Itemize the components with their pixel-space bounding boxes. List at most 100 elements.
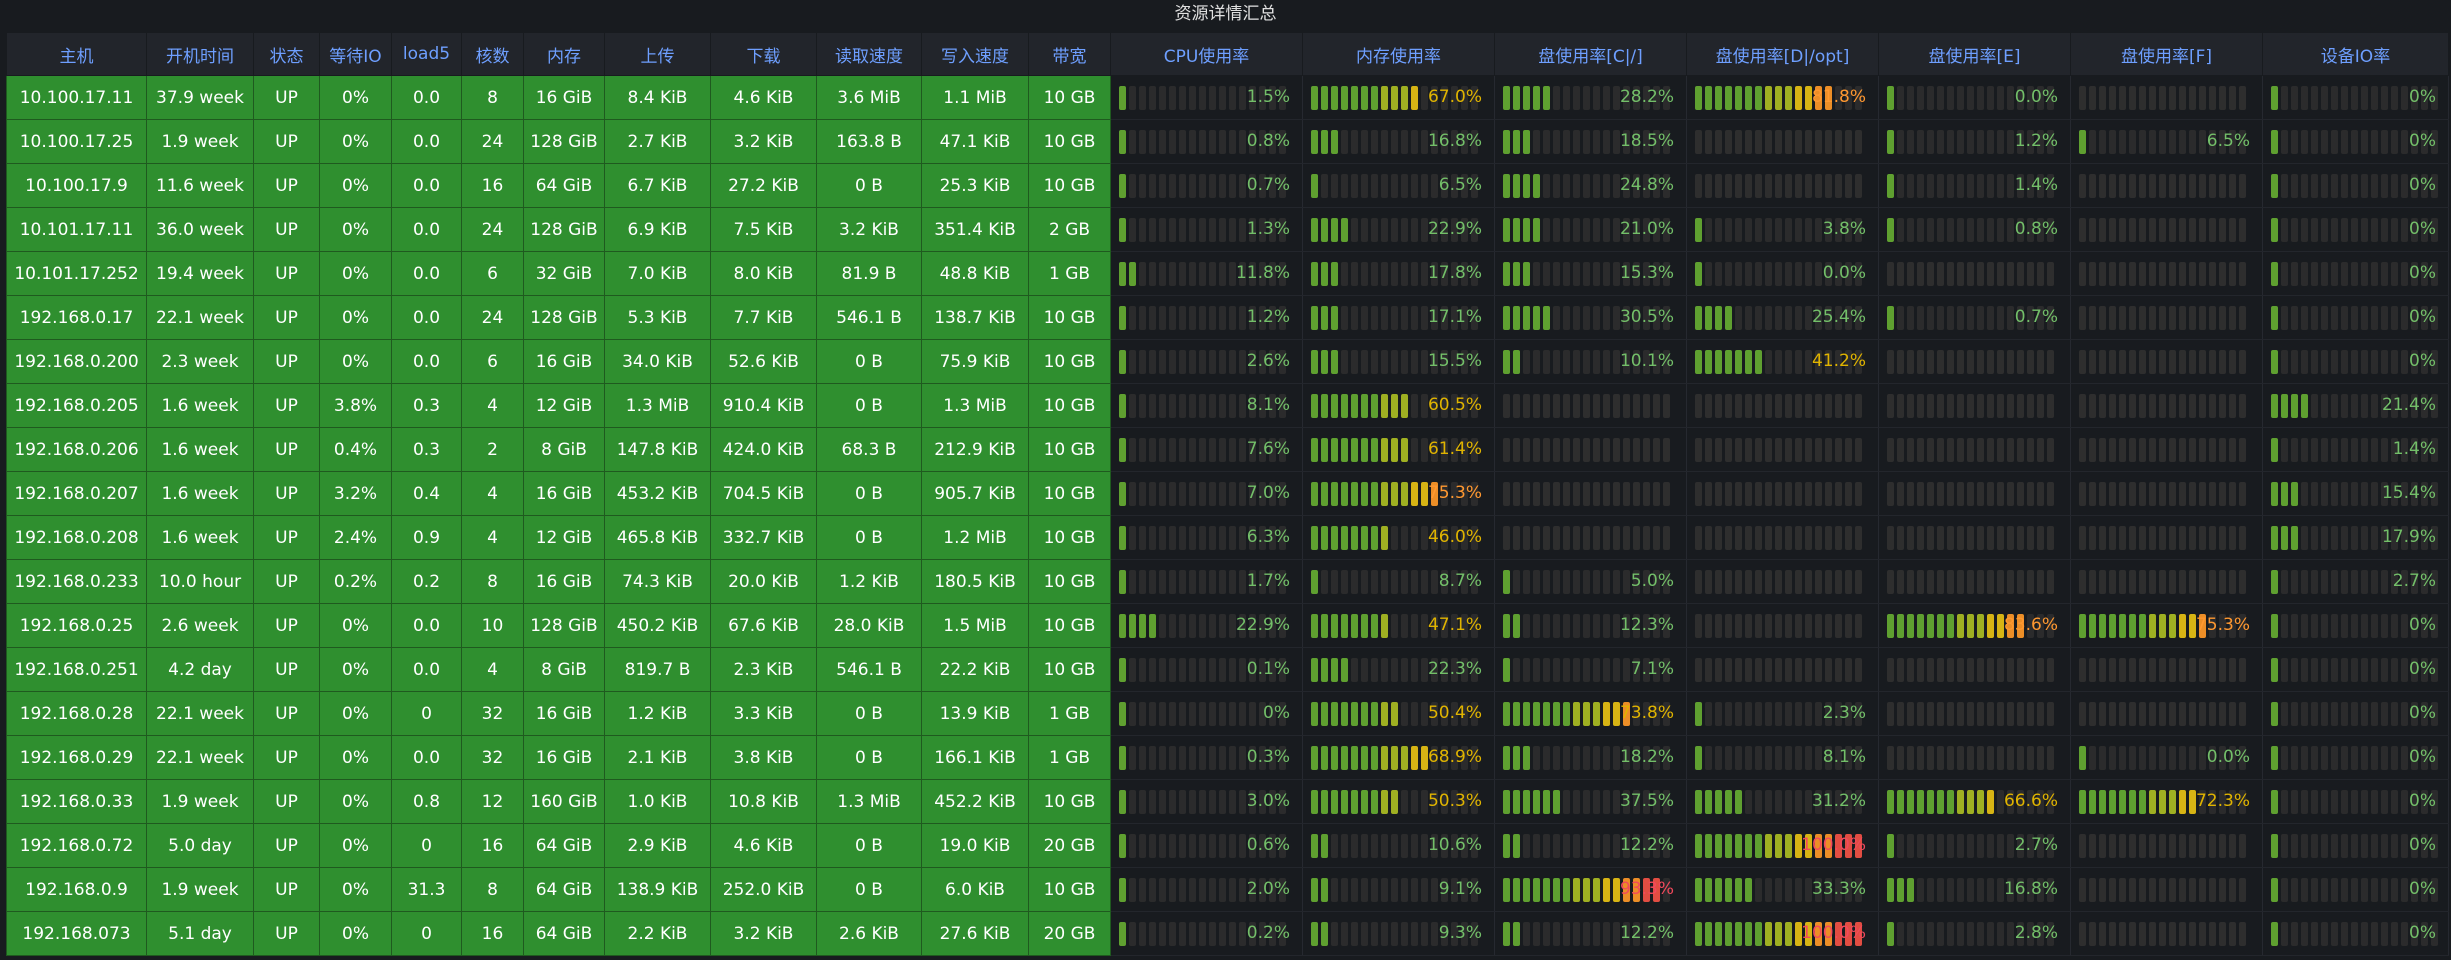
cpu-usage-gauge: 2.6%	[1119, 340, 1302, 383]
gauge-segment	[2179, 481, 2186, 506]
col-header-io-rate[interactable]: 设备IO率	[2262, 32, 2449, 76]
gauge-segment	[1623, 877, 1630, 902]
col-header-uptime[interactable]: 开机时间	[146, 32, 254, 76]
gauge-segment	[2291, 833, 2298, 858]
gauge-segment	[2007, 745, 2014, 770]
disk-e-usage-cell	[1878, 383, 2071, 428]
gauge-segment	[1583, 833, 1590, 858]
gauge-segment	[1967, 657, 1974, 682]
disk-d-usage-gauge: 0.0%	[1695, 252, 1878, 295]
gauge-segment	[1957, 349, 1964, 374]
col-header-write-speed[interactable]: 写入速度	[921, 32, 1029, 76]
col-header-read-speed[interactable]: 读取速度	[816, 32, 922, 76]
status-cell: UP	[253, 559, 320, 604]
col-header-mem-usage[interactable]: 内存使用率	[1302, 32, 1495, 76]
gauge-segment	[2179, 173, 2186, 198]
write-speed-cell: 166.1 KiB	[921, 735, 1029, 780]
col-header-cores[interactable]: 核数	[461, 32, 524, 76]
io-rate-cell: 0%	[2262, 163, 2449, 208]
col-header-upload[interactable]: 上传	[604, 32, 711, 76]
gauge-segment	[2271, 701, 2278, 726]
disk-c-usage-value: 15.3%	[1619, 263, 1674, 283]
gauge-segment	[1461, 613, 1468, 638]
col-header-iowait[interactable]: 等待IO	[319, 32, 392, 76]
uptime-cell: 1.6 week	[146, 471, 254, 516]
disk-d-usage-value: 41.2%	[1811, 351, 1866, 371]
gauge-segment	[2311, 657, 2318, 682]
gauge-segment	[1927, 437, 1934, 462]
gauge-segment	[2079, 129, 2086, 154]
disk-f-usage-gauge	[2079, 76, 2262, 119]
gauge-segment	[1381, 261, 1388, 286]
gauge-segment	[1815, 745, 1822, 770]
gauge-segment	[2109, 569, 2116, 594]
gauge-segment	[1431, 261, 1438, 286]
col-header-disk-c[interactable]: 盘使用率[C|/]	[1494, 32, 1687, 76]
gauge-segment	[2047, 85, 2054, 110]
gauge-segment	[1937, 525, 1944, 550]
gauge-segment	[1663, 217, 1670, 242]
gauge-segment	[1421, 789, 1428, 814]
gauge-segment	[1523, 129, 1530, 154]
disk-c-usage-value: 18.2%	[1619, 747, 1674, 767]
disk-f-usage-value: 75.3%	[2195, 615, 2250, 635]
col-header-load5[interactable]: load5	[391, 32, 462, 76]
gauge-segment	[2149, 85, 2156, 110]
cores-cell: 24	[461, 119, 524, 164]
col-header-status[interactable]: 状态	[253, 32, 320, 76]
gauge-segment	[2341, 877, 2348, 902]
col-header-disk-e[interactable]: 盘使用率[E]	[1878, 32, 2071, 76]
gauge-segment	[1179, 833, 1186, 858]
gauge-segment	[1653, 569, 1660, 594]
col-header-disk-f[interactable]: 盘使用率[F]	[2070, 32, 2263, 76]
gauge-segment	[1401, 393, 1408, 418]
col-header-host[interactable]: 主机	[6, 32, 147, 76]
gauge-segment	[1199, 701, 1206, 726]
cpu-usage-gauge: 1.3%	[1119, 208, 1302, 251]
gauge-segment	[2229, 745, 2236, 770]
gauge-segment	[1887, 261, 1894, 286]
gauge-segment	[1229, 833, 1236, 858]
gauge-segment	[1917, 789, 1924, 814]
gauge-segment	[1643, 217, 1650, 242]
gauge-segment	[1209, 525, 1216, 550]
gauge-segment	[2079, 173, 2086, 198]
col-header-download[interactable]: 下载	[710, 32, 817, 76]
gauge-segment	[1947, 349, 1954, 374]
gauge-segment	[1259, 745, 1266, 770]
col-header-memory[interactable]: 内存	[523, 32, 605, 76]
gauge-segment	[1471, 261, 1478, 286]
gauge-segment	[1361, 745, 1368, 770]
gauge-segment	[1583, 129, 1590, 154]
gauge-segment	[1593, 613, 1600, 638]
write-speed-cell: 13.9 KiB	[921, 691, 1029, 736]
gauge-segment	[1441, 261, 1448, 286]
cores-cell: 8	[461, 867, 524, 912]
gauge-bars	[2079, 569, 2246, 594]
gauge-segment	[2411, 745, 2418, 770]
gauge-segment	[2271, 261, 2278, 286]
gauge-segment	[1967, 525, 1974, 550]
gauge-segment	[1917, 437, 1924, 462]
gauge-segment	[1775, 833, 1782, 858]
load5-cell: 0.0	[391, 119, 462, 164]
download-cell: 20.0 KiB	[710, 559, 817, 604]
col-header-bandwidth[interactable]: 带宽	[1028, 32, 1111, 76]
cpu-usage-cell: 0.7%	[1110, 163, 1303, 208]
gauge-segment	[1825, 921, 1832, 946]
gauge-segment	[1997, 657, 2004, 682]
gauge-segment	[1279, 877, 1286, 902]
gauge-bars	[1887, 129, 2054, 154]
gauge-segment	[1633, 921, 1640, 946]
gauge-segment	[1279, 613, 1286, 638]
gauge-segment	[2341, 217, 2348, 242]
gauge-segment	[2291, 657, 2298, 682]
gauge-segment	[2199, 789, 2206, 814]
gauge-segment	[2401, 129, 2408, 154]
gauge-bars	[1119, 481, 1286, 506]
col-header-disk-d[interactable]: 盘使用率[D|/opt]	[1686, 32, 1879, 76]
gauge-segment	[2331, 613, 2338, 638]
gauge-segment	[1805, 569, 1812, 594]
status-cell: UP	[253, 251, 320, 296]
col-header-cpu-usage[interactable]: CPU使用率	[1110, 32, 1303, 76]
